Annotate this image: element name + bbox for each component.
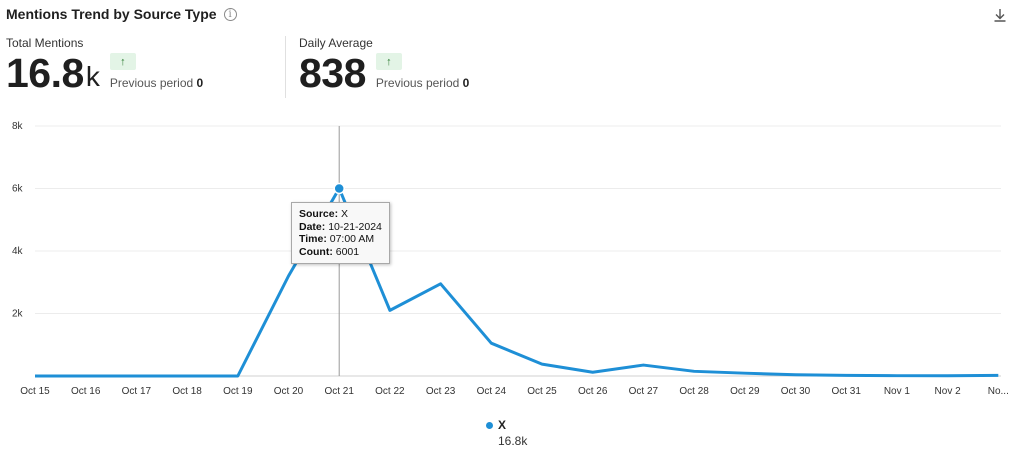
kpi-label: Total Mentions [6,36,84,50]
x-tick-label: Oct 20 [274,386,304,397]
x-tick-label: Nov 1 [884,386,911,397]
data-tooltip: Source: X Date: 10-21-2024 Time: 07:00 A… [291,202,390,264]
x-tick-label: Oct 18 [172,386,202,397]
line-chart[interactable]: 2k 4k 6k 8k Oct 15 Oct 16 Oct 17 Oct 18 Oct 19 Oc… [0,110,1024,410]
y-tick-label: 6k [12,184,24,195]
series-line-x [35,186,999,378]
chart-header: Mentions Trend by Source Type i [6,6,237,22]
kpi-label: Daily Average [299,36,373,50]
x-tick-label: Oct 17 [122,386,152,397]
x-tick-label: Oct 22 [375,386,405,397]
info-icon[interactable]: i [223,7,237,21]
x-tick-label: Oct 30 [781,386,811,397]
y-tick-label: 4k [12,246,24,257]
kpi-value: 838 [299,50,366,96]
x-tick-label: Oct 28 [679,386,709,397]
download-icon[interactable] [992,7,1008,23]
chart-title: Mentions Trend by Source Type [6,6,217,22]
x-tick-label: Oct 27 [629,386,659,397]
legend-series-total: 16.8k [498,434,528,448]
x-tick-label: Oct 31 [831,386,861,397]
previous-period: Previous period 0 [375,76,470,90]
kpi-total-mentions: Total Mentions 16.8 k ↑ Previous period … [6,36,203,94]
kpi-value: 16.8 [6,50,84,96]
kpi-divider [285,36,286,98]
x-tick-label: Oct 23 [426,386,456,397]
x-tick-label: Oct 26 [578,386,608,397]
highlight-point [333,182,345,195]
legend-dot-icon [486,421,493,429]
chart-legend[interactable]: X 16.8k [486,418,527,448]
kpi-daily-average: Daily Average 838 ↑ Previous period 0 [299,36,469,94]
kpi-unit: k [85,61,100,92]
y-tick-label: 8k [12,121,24,132]
x-tick-label: Nov 2 [935,386,962,397]
x-tick-label: Oct 29 [730,386,760,397]
previous-period: Previous period 0 [109,76,204,90]
trend-up-badge: ↑ [109,53,136,70]
x-tick-label: Oct 16 [71,386,101,397]
y-tick-label: 2k [12,309,24,320]
x-tick-label: No... [988,386,1009,397]
legend-series-name: X [498,418,507,432]
x-tick-label: Oct 24 [477,386,507,397]
x-tick-label: Oct 25 [527,386,557,397]
x-tick-label: Oct 15 [20,386,50,397]
x-tick-label: Oct 19 [223,386,253,397]
trend-up-badge: ↑ [375,53,402,70]
x-tick-label: Oct 21 [324,386,354,397]
